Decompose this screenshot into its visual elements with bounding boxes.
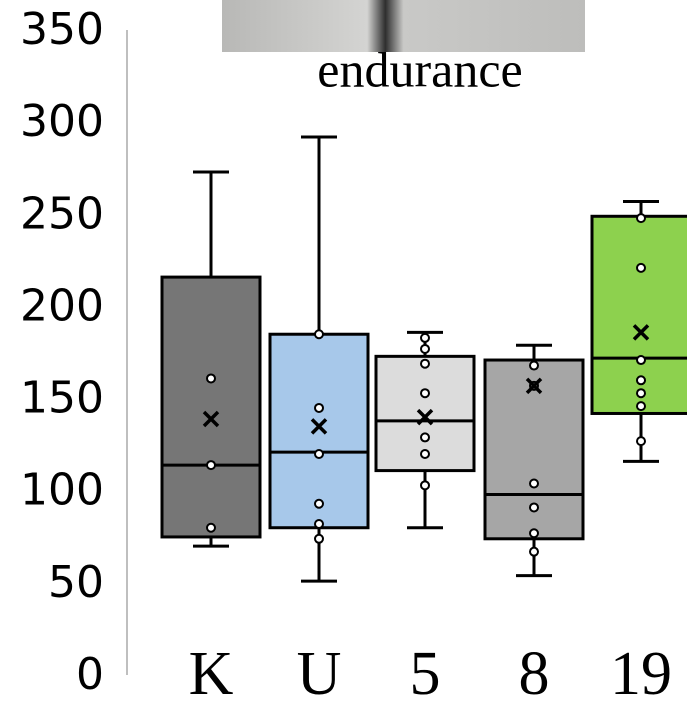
mean-marker — [310, 418, 328, 435]
x-tick-label: U — [297, 640, 342, 708]
data-point — [636, 355, 646, 366]
data-point — [636, 388, 646, 399]
data-point — [206, 460, 216, 471]
y-tick-label: 350 — [20, 4, 104, 55]
photo-fragment — [222, 0, 585, 52]
data-point — [314, 402, 324, 413]
y-tick-label: 150 — [20, 373, 104, 424]
x-tick-label: 19 — [610, 640, 672, 708]
data-point — [314, 519, 324, 530]
mean-marker — [632, 324, 650, 341]
data-point — [314, 449, 324, 460]
y-tick-label: 250 — [20, 188, 104, 239]
data-point — [314, 533, 324, 544]
box — [268, 332, 370, 530]
data-point — [636, 436, 646, 447]
data-point — [636, 401, 646, 412]
data-point — [636, 213, 646, 224]
data-point — [206, 373, 216, 384]
y-tick-label: 100 — [20, 465, 104, 516]
data-point — [420, 480, 430, 491]
data-point — [206, 522, 216, 533]
box — [160, 275, 262, 539]
x-tick-label: 8 — [519, 640, 550, 708]
x-tick-label: K — [189, 640, 234, 708]
y-tick-label: 0 — [76, 649, 104, 700]
data-point — [420, 358, 430, 369]
data-point — [636, 262, 646, 273]
x-tick-label: 5 — [410, 640, 441, 708]
data-point — [529, 478, 539, 489]
data-point — [420, 449, 430, 460]
y-tick-label: 200 — [20, 280, 104, 331]
data-point — [529, 502, 539, 513]
data-point — [420, 432, 430, 443]
data-point — [314, 498, 324, 509]
data-point — [529, 360, 539, 371]
y-tick-label: 50 — [48, 557, 104, 608]
y-axis-line — [126, 30, 128, 675]
mean-marker — [525, 377, 543, 395]
data-point — [420, 343, 430, 354]
data-point — [420, 332, 430, 343]
chart-title: endurance — [317, 41, 522, 97]
data-point — [636, 375, 646, 386]
mean-marker — [202, 410, 220, 428]
y-tick-label: 300 — [20, 96, 104, 147]
data-point — [420, 388, 430, 399]
data-point — [529, 546, 539, 557]
data-point — [314, 329, 324, 340]
mean-marker — [416, 408, 434, 426]
data-point — [529, 528, 539, 539]
